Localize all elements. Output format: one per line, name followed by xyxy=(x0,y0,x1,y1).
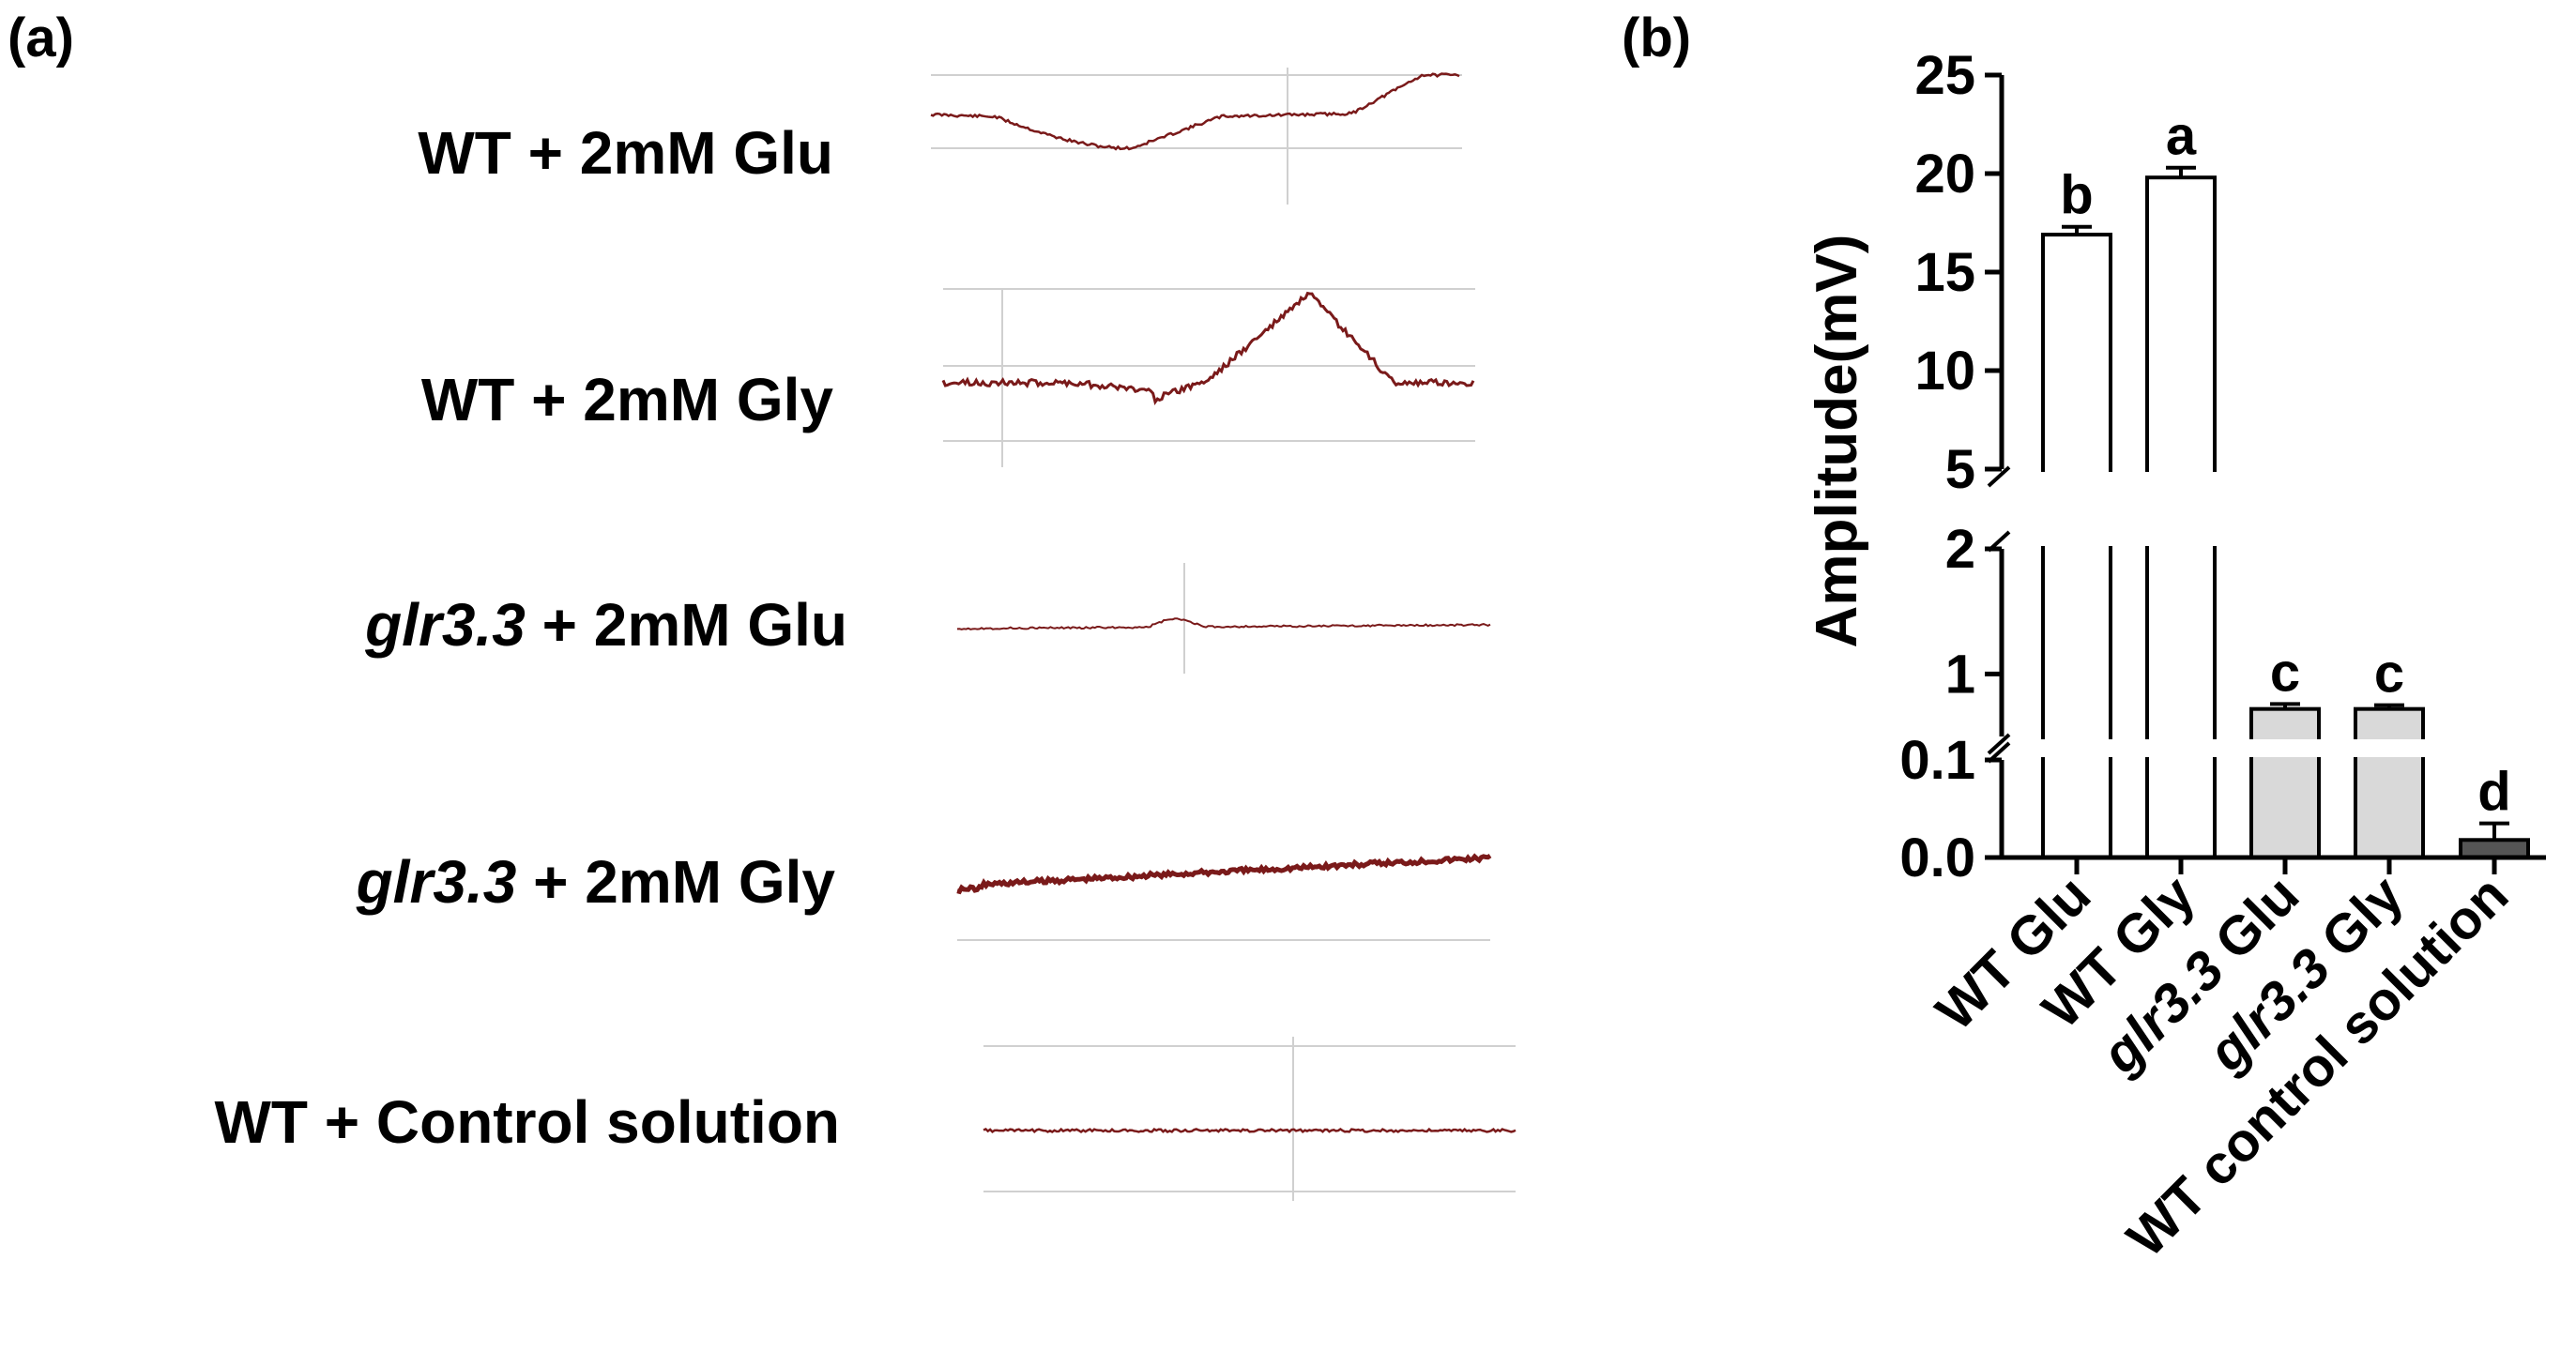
bar-group: b xyxy=(2039,165,2114,860)
y-tick-label: 25 xyxy=(1914,45,1975,106)
y-tick-label: 20 xyxy=(1914,144,1975,205)
axis-break-mark xyxy=(1987,733,2011,755)
panel-b-label: (b) xyxy=(1622,8,1691,68)
significance-letter: b xyxy=(2060,165,2093,226)
y-tick-label: 15 xyxy=(1914,242,1975,303)
trace-label-3: glr3.3 + 2mM Glu xyxy=(364,591,847,659)
bar-group: c xyxy=(2352,644,2427,860)
significance-letter: d xyxy=(2477,762,2510,823)
significance-letter: a xyxy=(2166,106,2197,167)
trace-label-4: glr3.3 + 2mM Gly xyxy=(356,848,836,916)
panel-a: (a) WT + 2mM Glu WT + 2mM Gly glr3.3 + 2… xyxy=(8,8,1517,1201)
bar-break-gap xyxy=(2143,739,2218,757)
bar xyxy=(2354,706,2425,860)
y-tick-label: 0.0 xyxy=(1899,827,1975,888)
trace-glr-glu xyxy=(956,617,1491,630)
trace-wt-gly xyxy=(941,291,1475,406)
axis-break-mark xyxy=(1987,465,2011,488)
bar-break-gap xyxy=(2143,472,2218,546)
bar-group: c xyxy=(2248,642,2323,860)
bar-break-gap xyxy=(2352,739,2427,757)
bars: b a c c d xyxy=(2039,106,2530,860)
bar-break-gap xyxy=(2039,472,2114,546)
trace-label-2: WT + 2mM Gly xyxy=(421,366,834,433)
y-tick-label: 0.1 xyxy=(1899,730,1975,791)
trace-label-5: WT + Control solution xyxy=(214,1088,840,1156)
recording-grids xyxy=(931,68,1516,1201)
significance-letter: c xyxy=(2270,642,2300,703)
bar-group: d xyxy=(2459,762,2530,860)
y-tick-label: 2 xyxy=(1945,519,1975,580)
bar xyxy=(2249,706,2321,860)
trace-label-1: WT + 2mM Glu xyxy=(418,119,833,187)
trace-glr-gly xyxy=(956,853,1492,895)
trace-wt-glu xyxy=(930,72,1460,151)
y-tick-label: 5 xyxy=(1945,439,1975,500)
y-axis xyxy=(1987,75,2011,858)
panel-a-label: (a) xyxy=(8,8,74,68)
bar-break-gap xyxy=(2248,739,2323,757)
trace-wt-control xyxy=(983,1127,1517,1134)
y-tick-label: 1 xyxy=(1945,644,1975,705)
bar xyxy=(2459,838,2530,860)
y-axis-label: Amplitude(mV) xyxy=(1805,235,1869,648)
y-tick-label: 10 xyxy=(1914,341,1975,402)
bar-group: a xyxy=(2143,106,2218,859)
significance-letter: c xyxy=(2374,644,2404,705)
bar-break-gap xyxy=(2039,739,2114,757)
bar xyxy=(2041,233,2112,860)
